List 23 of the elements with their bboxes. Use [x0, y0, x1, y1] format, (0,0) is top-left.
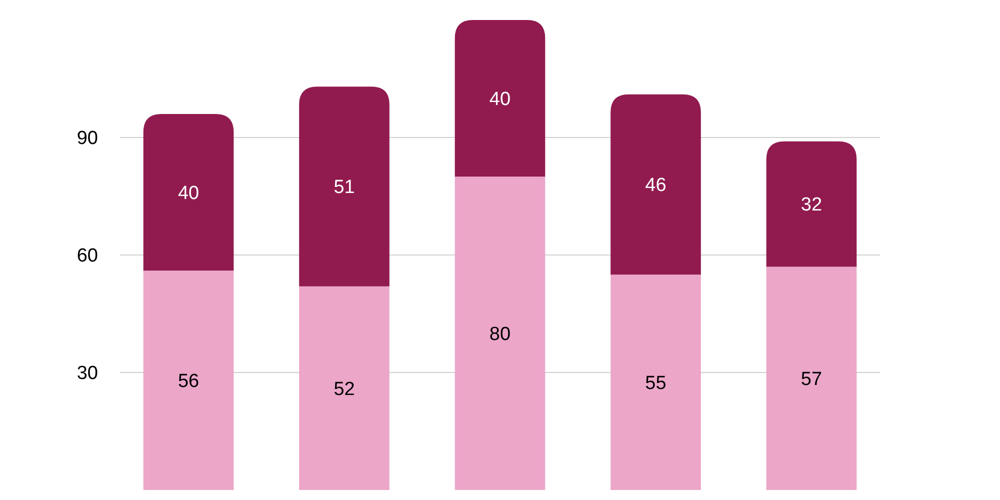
bar [143, 270, 234, 490]
bar [766, 266, 857, 490]
data-label: 46 [645, 175, 666, 196]
bar [610, 274, 701, 490]
data-label: 56 [178, 370, 200, 392]
data-label: 32 [800, 194, 822, 216]
y-tick-label: 30 [76, 363, 98, 384]
data-label: 55 [645, 372, 666, 394]
bar [454, 176, 546, 490]
y-tick-label: 60 [76, 246, 98, 267]
bar [299, 86, 390, 286]
data-label: 40 [489, 88, 511, 110]
bar [143, 114, 234, 271]
bar [610, 94, 701, 275]
bar [454, 20, 546, 177]
data-label: 40 [178, 182, 200, 204]
data-label: 52 [334, 378, 355, 400]
bar [766, 141, 857, 267]
data-label: 51 [334, 177, 355, 198]
data-label: 57 [800, 369, 822, 390]
data-label: 80 [489, 324, 511, 345]
bar [299, 286, 390, 490]
y-tick-label: 90 [76, 128, 98, 150]
